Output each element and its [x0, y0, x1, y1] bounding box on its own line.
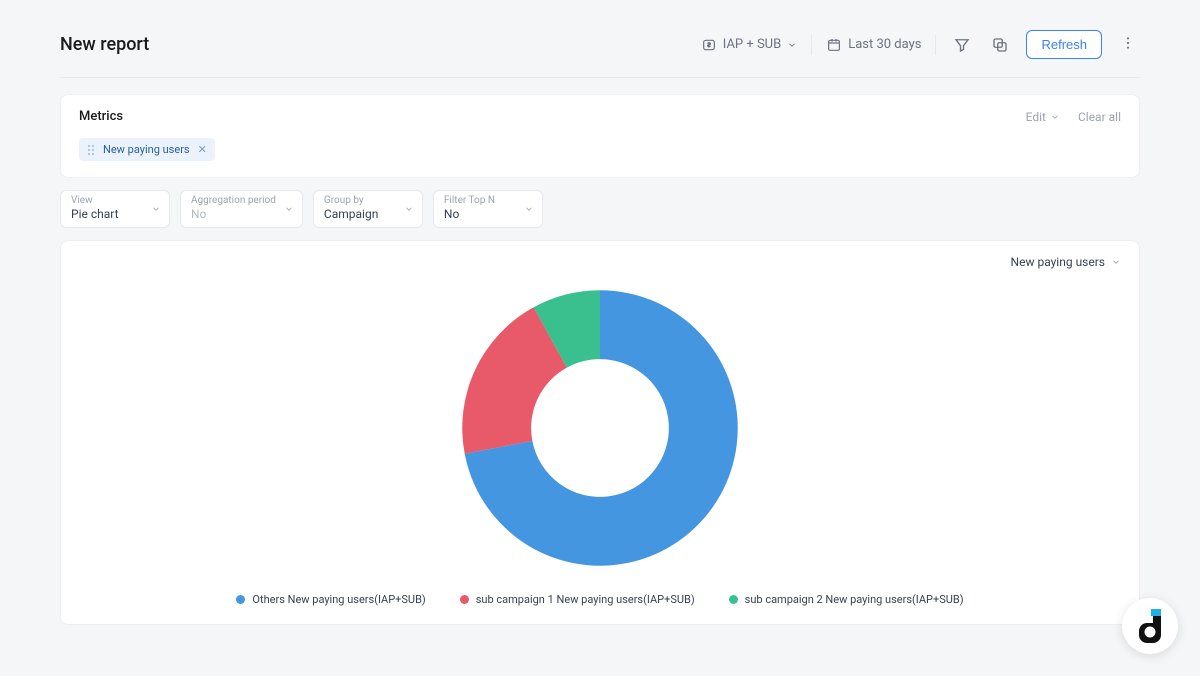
topn-selector[interactable]: Filter Top N No — [433, 190, 543, 228]
legend-swatch — [460, 595, 469, 604]
groupby-selector-value: Campaign — [324, 207, 396, 223]
page-title: New report — [60, 34, 149, 55]
groupby-selector-label: Group by — [324, 195, 396, 207]
date-range-label: Last 30 days — [848, 37, 921, 52]
metrics-edit-button[interactable]: Edit — [1026, 110, 1060, 124]
legend-label: sub campaign 2 New paying users(IAP+SUB) — [745, 593, 964, 606]
scope-selector[interactable]: IAP + SUB — [701, 37, 797, 53]
monetization-icon — [701, 37, 717, 53]
metric-chip-label: New paying users — [103, 143, 190, 156]
chevron-down-icon — [284, 204, 294, 214]
scope-label: IAP + SUB — [723, 37, 781, 52]
legend-item[interactable]: Others New paying users(IAP+SUB) — [236, 593, 425, 606]
chart-metric-label: New paying users — [1011, 255, 1105, 269]
chart-metric-selector[interactable]: New paying users — [79, 255, 1121, 269]
divider — [935, 35, 936, 55]
legend-label: sub campaign 1 New paying users(IAP+SUB) — [476, 593, 695, 606]
chevron-down-icon — [404, 204, 414, 214]
legend-item[interactable]: sub campaign 2 New paying users(IAP+SUB) — [729, 593, 964, 606]
copy-button[interactable] — [988, 33, 1012, 57]
filter-button[interactable] — [950, 33, 974, 57]
chevron-down-icon — [1111, 257, 1121, 267]
chevron-down-icon — [524, 204, 534, 214]
aggregation-selector[interactable]: Aggregation period No — [180, 190, 303, 228]
copy-icon — [991, 36, 1009, 54]
chart-legend: Others New paying users(IAP+SUB) sub camp… — [79, 593, 1121, 606]
chevron-down-icon — [1050, 112, 1060, 122]
more-menu-button[interactable] — [1116, 35, 1140, 55]
view-selector-label: View — [71, 195, 143, 207]
groupby-selector[interactable]: Group by Campaign — [313, 190, 423, 228]
view-selector-value: Pie chart — [71, 207, 143, 223]
selector-row: View Pie chart Aggregation period No Gro… — [60, 190, 1140, 228]
remove-chip-icon[interactable]: ✕ — [198, 143, 207, 156]
metrics-panel: Metrics Edit Clear all New paying users … — [60, 94, 1140, 178]
header-actions: IAP + SUB Last 30 days Refresh — [701, 30, 1140, 59]
chart-panel: New paying users Others New paying users… — [60, 240, 1140, 625]
view-selector[interactable]: View Pie chart — [60, 190, 170, 228]
aggregation-selector-label: Aggregation period — [191, 195, 276, 207]
aggregation-selector-value: No — [191, 207, 276, 223]
legend-label: Others New paying users(IAP+SUB) — [252, 593, 425, 606]
metric-chip[interactable]: New paying users ✕ — [79, 138, 215, 161]
date-range-selector[interactable]: Last 30 days — [826, 37, 921, 53]
brand-badge — [1122, 598, 1178, 654]
divider — [811, 35, 812, 55]
filter-icon — [953, 36, 971, 54]
topn-selector-value: No — [444, 207, 516, 223]
calendar-icon — [826, 37, 842, 53]
drag-handle-icon — [87, 144, 95, 156]
refresh-button[interactable]: Refresh — [1026, 30, 1102, 59]
legend-swatch — [729, 595, 738, 604]
more-vertical-icon — [1120, 35, 1136, 51]
chevron-down-icon — [151, 204, 161, 214]
topn-selector-label: Filter Top N — [444, 195, 516, 207]
brand-logo-icon — [1135, 609, 1165, 643]
donut-chart — [455, 283, 745, 573]
legend-swatch — [236, 595, 245, 604]
metrics-title: Metrics — [79, 109, 123, 124]
legend-item[interactable]: sub campaign 1 New paying users(IAP+SUB) — [460, 593, 695, 606]
chevron-down-icon — [787, 40, 797, 50]
metrics-clear-button[interactable]: Clear all — [1078, 110, 1121, 124]
report-header: New report IAP + SUB Last 30 days Refres… — [60, 30, 1140, 78]
